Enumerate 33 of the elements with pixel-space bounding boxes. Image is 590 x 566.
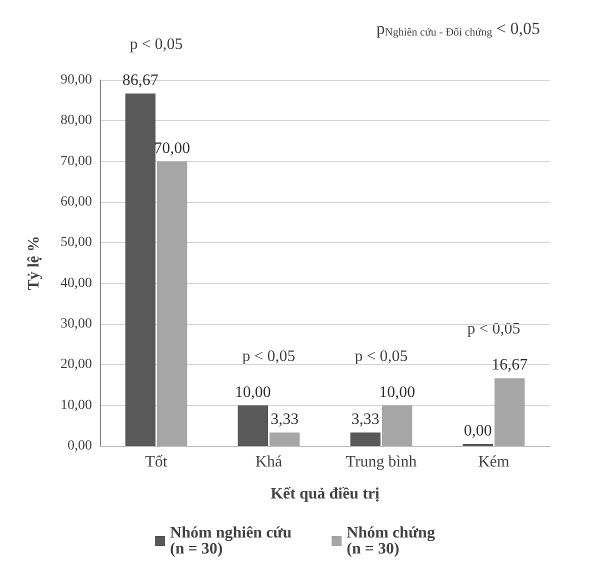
bar [125,94,156,446]
legend-label: Nhóm chứng (n = 30) [346,524,435,558]
y-tick-label: 30,00 [60,316,92,332]
data-label: 10,00 [234,384,271,401]
data-label: 16,67 [492,356,528,374]
data-label: 3,33 [351,410,380,428]
y-tick-label: 50,00 [60,235,92,250]
bar [270,432,300,446]
x-tick-label: Tốt [145,454,168,470]
x-axis-title: Kết quả điều trị [270,486,380,502]
bar [494,378,525,446]
y-tick-label: 70,00 [60,154,92,169]
y-tick-label: 40,00 [60,276,92,291]
y-tick-label: 60,00 [60,194,92,210]
data-label: 0,00 [464,422,492,440]
data-label: 10,00 [379,384,416,401]
bar [238,405,268,446]
bar [157,161,188,446]
x-tick-label: Kém [478,454,510,470]
x-tick-label: Trung bình [346,454,417,470]
y-tick-label: 80,00 [60,113,92,128]
legend-label: Nhóm nghiên cứu (n = 30) [170,524,292,558]
data-label: 86,67 [122,72,158,90]
text: p < 0,05 [130,36,183,54]
y-tick-label: 20,00 [60,357,92,372]
bar [382,405,412,446]
y-tick-label: 0,00 [68,438,92,454]
bar [350,432,380,446]
y-tick-label: 90,00 [60,72,92,88]
y-tick-label: 10,00 [60,398,92,413]
y-axis-title: Tỷ lệ % [26,236,42,290]
data-label: 3,33 [270,410,299,428]
x-tick-label: Khá [255,454,282,470]
